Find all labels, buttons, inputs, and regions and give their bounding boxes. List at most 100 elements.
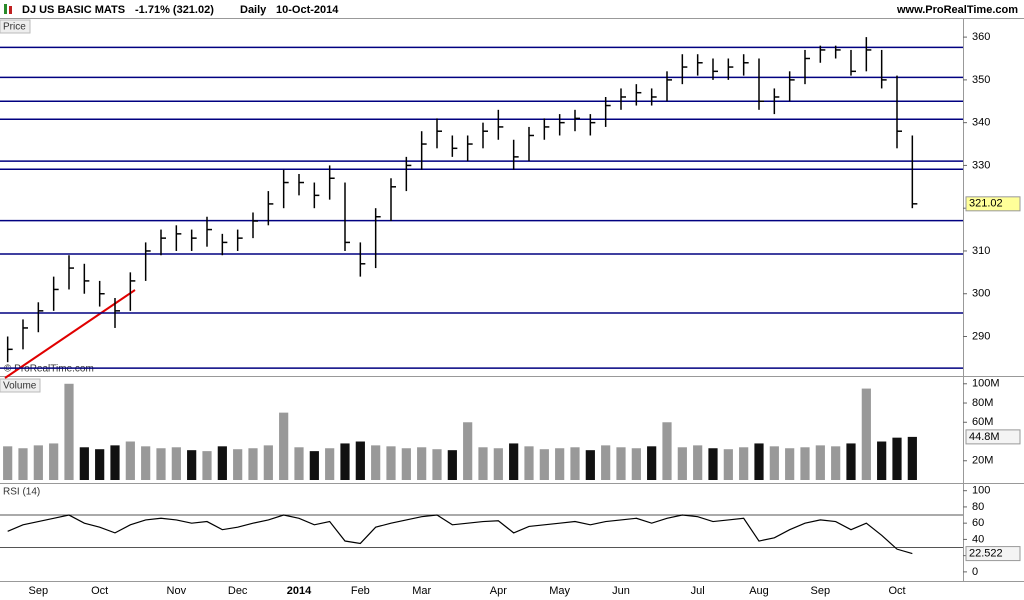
header-bar	[0, 0, 1024, 18]
volume-bar	[831, 446, 841, 480]
volume-bar	[601, 445, 611, 480]
x-tick-label: Apr	[490, 585, 507, 597]
volume-bar	[555, 448, 565, 480]
source: www.ProRealTime.com	[896, 4, 1018, 16]
volume-bar	[585, 450, 595, 480]
volume-bar	[570, 447, 580, 480]
y-tick-label: 60	[972, 517, 984, 529]
volume-bar	[64, 383, 74, 480]
volume-bar	[524, 446, 534, 480]
y-tick-label: 100	[972, 485, 990, 497]
x-tick-label: Oct	[888, 585, 905, 597]
volume-bar	[509, 443, 519, 480]
volume-bar	[125, 441, 135, 480]
volume-bar	[355, 441, 365, 480]
watermark: © ProRealTime.com	[4, 364, 94, 375]
volume-bar	[79, 447, 89, 480]
volume-bar	[647, 446, 657, 480]
volume-bar	[800, 447, 810, 480]
volume-bar	[432, 449, 442, 480]
volume-bar	[217, 446, 227, 480]
volume-bar	[769, 446, 779, 480]
y-tick-label: 310	[972, 245, 990, 257]
volume-bar	[785, 448, 795, 480]
x-tick-label: 2014	[287, 585, 312, 597]
volume-bar	[187, 450, 197, 480]
y-tick-label: 330	[972, 159, 990, 171]
panel-label-box	[0, 19, 31, 34]
icon	[9, 6, 12, 14]
volume-bar	[861, 388, 871, 480]
y-tick-label: 80M	[972, 397, 993, 409]
y-tick-label: 20M	[972, 455, 993, 467]
volume-bar	[631, 448, 641, 480]
interval: Daily	[240, 4, 267, 16]
title: DJ US BASIC MATS	[22, 4, 125, 16]
x-tick-label: Sep	[29, 585, 49, 597]
date: 10-Oct-2014	[276, 4, 339, 16]
icon	[4, 4, 7, 14]
y-tick-label: 340	[972, 117, 990, 129]
volume-bar	[877, 441, 887, 480]
volume-bar	[309, 451, 319, 480]
volume-bar	[708, 448, 718, 480]
volume-bar	[49, 443, 59, 480]
x-tick-label: Mar	[412, 585, 431, 597]
panel-label: Price	[3, 22, 26, 33]
y-tick-label: 60M	[972, 416, 993, 428]
volume-bar	[616, 447, 626, 480]
volume-bar	[325, 448, 335, 480]
volume-bar	[677, 447, 687, 480]
volume-bar	[815, 445, 825, 480]
volume-bar	[156, 448, 166, 480]
volume-bar	[662, 422, 672, 480]
volume-bar	[95, 449, 105, 480]
value-label-box	[965, 429, 1021, 445]
x-tick-label: Sep	[811, 585, 831, 597]
volume-bar	[539, 449, 549, 480]
y-tick-label: 0	[972, 566, 978, 578]
x-tick-label: Jul	[691, 585, 705, 597]
x-tick-label: Feb	[351, 585, 370, 597]
trendline	[4, 289, 136, 379]
volume-bar	[18, 448, 28, 480]
y-tick-label: 300	[972, 288, 990, 300]
volume-bar	[294, 447, 304, 480]
y-tick-label: 40	[972, 533, 984, 545]
y-tick-label: 360	[972, 31, 990, 43]
volume-bar	[907, 436, 917, 480]
y-tick-label: 350	[972, 74, 990, 86]
volume-bar	[478, 447, 488, 480]
x-tick-label: Dec	[228, 585, 248, 597]
volume-bar	[739, 447, 749, 480]
y-tick-label: 290	[972, 330, 990, 342]
volume-bar	[371, 445, 381, 480]
volume-bar	[233, 449, 243, 480]
volume-bar	[279, 412, 289, 480]
volume-bar	[340, 443, 350, 480]
volume-bar	[171, 447, 181, 480]
x-tick-label: Oct	[91, 585, 108, 597]
volume-bar	[846, 443, 856, 480]
volume-bar	[141, 446, 151, 480]
volume-bar	[3, 446, 13, 480]
change: -1.71% (321.02)	[135, 4, 214, 16]
volume-bar	[693, 445, 703, 480]
panel-label-box	[0, 378, 41, 393]
y-tick-label: 80	[972, 501, 984, 513]
volume-bar	[248, 448, 258, 480]
value-label: 22.522	[969, 547, 1003, 559]
rsi-line	[7, 514, 913, 555]
volume-bar	[386, 446, 396, 480]
panel-label: RSI (14)	[3, 487, 40, 498]
volume-bar	[110, 445, 120, 480]
volume-bar	[447, 450, 457, 480]
x-tick-label: May	[549, 585, 570, 597]
volume-bar	[202, 451, 212, 480]
volume-bar	[263, 445, 273, 480]
x-tick-label: Jun	[612, 585, 630, 597]
volume-bar	[417, 447, 427, 480]
volume-bar	[723, 449, 733, 480]
volume-bar	[892, 437, 902, 480]
